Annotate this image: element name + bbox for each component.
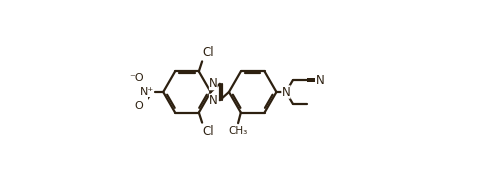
- Text: ⁻O: ⁻O: [129, 73, 143, 83]
- Text: O: O: [135, 101, 143, 111]
- Text: N: N: [316, 74, 325, 87]
- Text: Cl: Cl: [203, 125, 215, 138]
- Text: N: N: [282, 86, 290, 98]
- Text: CH₃: CH₃: [228, 126, 247, 136]
- Text: Cl: Cl: [203, 46, 215, 59]
- Text: N⁺: N⁺: [140, 87, 154, 97]
- Text: N: N: [209, 77, 217, 90]
- Text: N: N: [209, 94, 217, 107]
